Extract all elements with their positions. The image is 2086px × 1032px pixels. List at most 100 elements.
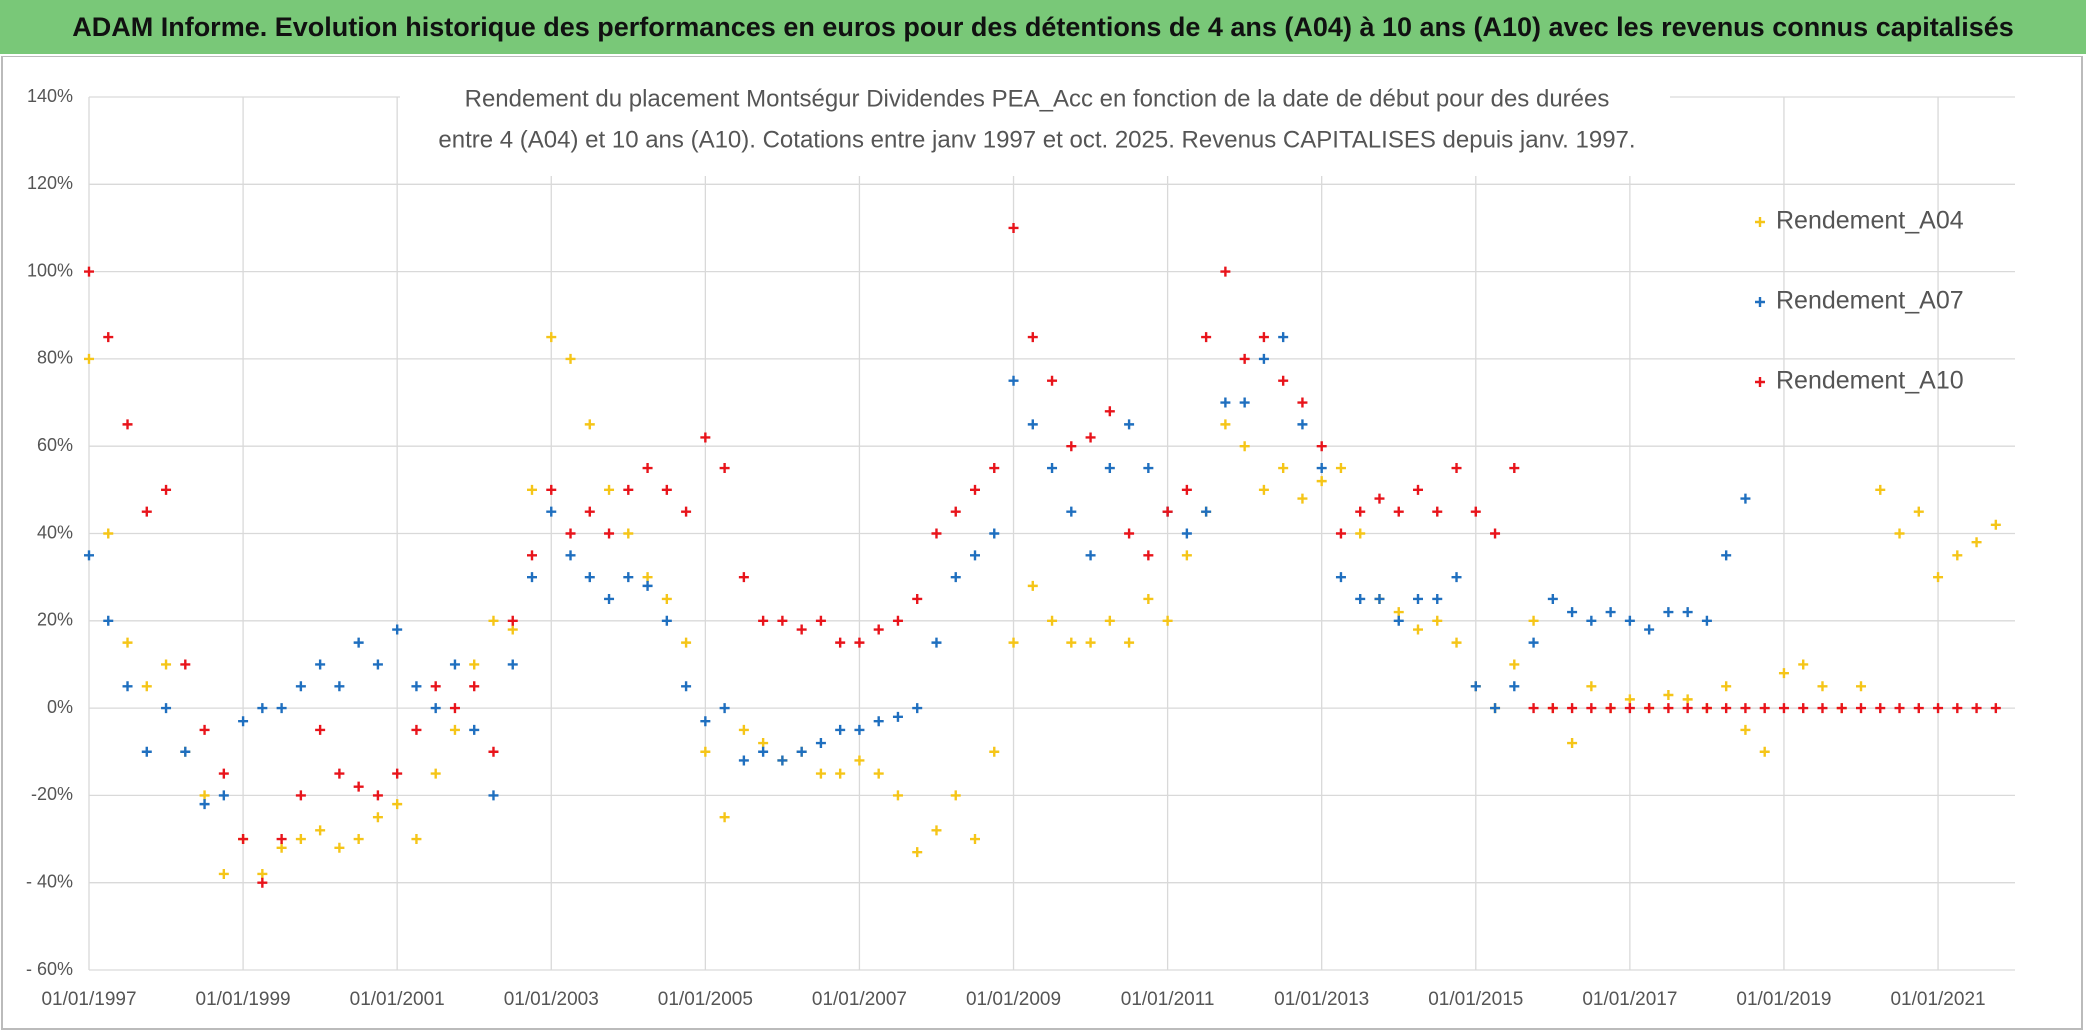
x-tick-label: 01/01/1997 [41, 989, 136, 1010]
point [1278, 375, 1289, 386]
point [1990, 703, 2001, 714]
point [1528, 615, 1539, 626]
legend-label: Rendement_A04 [1776, 207, 1964, 235]
point [681, 506, 692, 517]
point [700, 746, 711, 757]
point [469, 681, 480, 692]
point [1085, 637, 1096, 648]
point [315, 825, 326, 836]
point [1374, 593, 1385, 604]
x-tick-label: 01/01/2013 [1274, 989, 1369, 1010]
point [122, 637, 133, 648]
point [854, 724, 865, 735]
point [1008, 637, 1019, 648]
point [1721, 550, 1732, 561]
point [873, 768, 884, 779]
point [1740, 724, 1751, 735]
point [1220, 419, 1231, 430]
y-tick-label: 80% [37, 348, 73, 368]
point [719, 463, 730, 474]
point [1162, 506, 1173, 517]
point [1586, 681, 1597, 692]
point [1258, 353, 1269, 364]
point [642, 572, 653, 583]
point [199, 790, 210, 801]
point [1952, 703, 1963, 714]
point [1971, 703, 1982, 714]
point [1740, 493, 1751, 504]
point [1644, 703, 1655, 714]
point [218, 768, 229, 779]
point [1933, 703, 1944, 714]
point [546, 484, 557, 495]
point [238, 834, 249, 845]
point [1894, 703, 1905, 714]
point [1682, 694, 1693, 705]
point [218, 868, 229, 879]
point [758, 615, 769, 626]
point [1856, 681, 1866, 692]
point [161, 484, 172, 495]
point [527, 484, 537, 495]
point [1278, 332, 1289, 343]
point [1509, 659, 1520, 670]
point [815, 738, 826, 749]
point [700, 716, 711, 727]
point [392, 624, 403, 635]
point [989, 463, 1000, 474]
point [334, 681, 345, 692]
point [1547, 703, 1558, 714]
point [353, 637, 364, 648]
point [507, 624, 518, 635]
point [970, 834, 980, 845]
point [1682, 703, 1693, 714]
point [1913, 506, 1924, 517]
title-background [400, 80, 1670, 176]
point [1047, 375, 1058, 386]
point [1355, 506, 1366, 517]
point [1316, 441, 1327, 452]
point [1778, 703, 1789, 714]
point [835, 637, 846, 648]
point [1798, 703, 1809, 714]
point [1990, 519, 2001, 530]
point [199, 799, 210, 810]
point [392, 768, 403, 779]
point [1663, 607, 1674, 618]
point [1624, 703, 1635, 714]
point [430, 681, 441, 692]
point [488, 615, 499, 626]
point [1933, 572, 1944, 583]
point [892, 711, 903, 722]
x-tick-label: 01/01/2001 [350, 989, 445, 1010]
point [1220, 397, 1231, 408]
point [681, 637, 692, 648]
point [758, 746, 769, 757]
point [1297, 397, 1308, 408]
point [1393, 615, 1404, 626]
point [449, 703, 460, 714]
point [777, 755, 788, 766]
point [1451, 572, 1462, 583]
point [1586, 615, 1597, 626]
point [1239, 397, 1250, 408]
point [372, 659, 383, 670]
point [180, 659, 191, 670]
y-tick-label: 20% [37, 610, 73, 630]
point [1490, 703, 1501, 714]
point [372, 790, 383, 801]
point [1605, 607, 1616, 618]
point [970, 550, 980, 561]
point [565, 353, 576, 364]
point [873, 716, 884, 727]
point [276, 842, 287, 853]
point [1740, 703, 1751, 714]
x-tick-label: 01/01/2009 [966, 989, 1061, 1010]
point [661, 484, 672, 495]
point [796, 746, 807, 757]
y-tick-label: - 40% [26, 871, 73, 891]
point [1355, 593, 1366, 604]
point [449, 659, 460, 670]
point [1143, 593, 1154, 604]
